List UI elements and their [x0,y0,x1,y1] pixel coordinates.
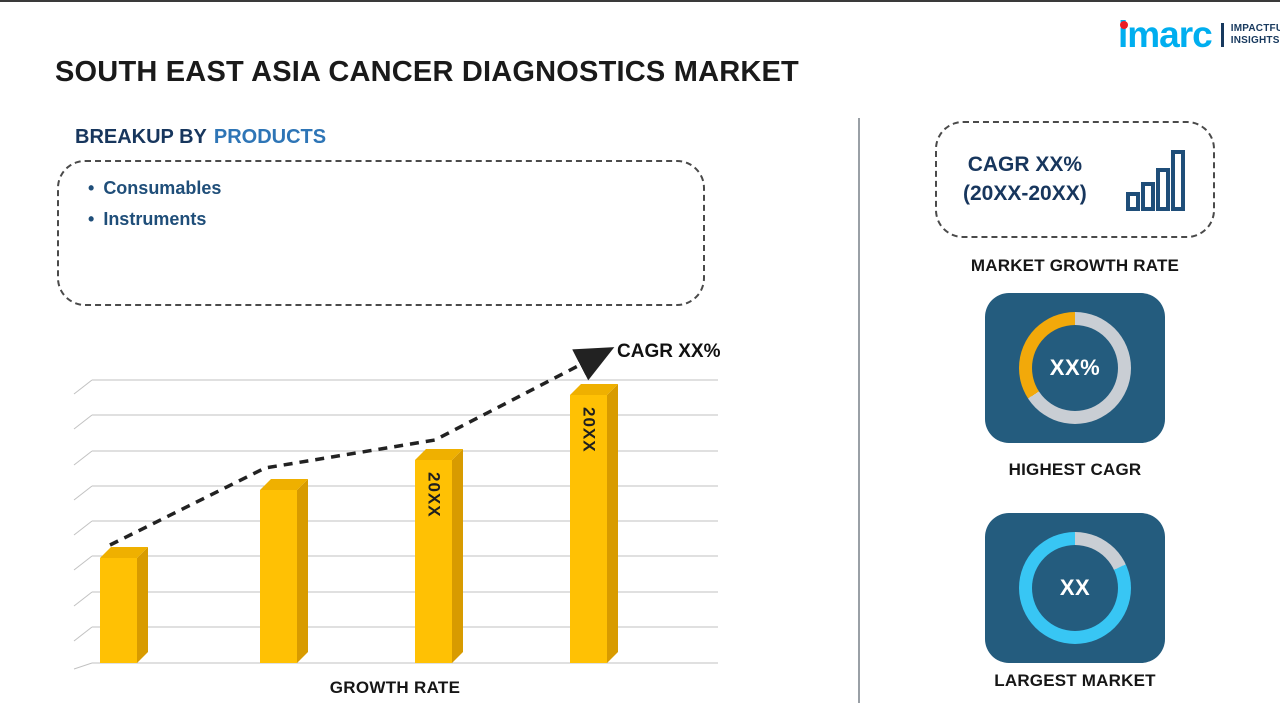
imarc-wordmark: imarc [1118,14,1213,55]
largest-market-label: LARGEST MARKET [994,671,1156,690]
bar-year-1 [100,558,137,663]
breakup-heading: BREAKUP BY PRODUCTS [75,126,326,149]
cagr-annotation: CAGR XX% [617,341,721,362]
largest-market-donut-chart: XX [1019,532,1131,644]
tagline-line-2: INSIGHTS [1230,34,1280,46]
bar-chart-icon [1126,149,1185,211]
x-axis-label: GROWTH RATE [329,678,461,697]
cagr-line-1: CAGR XX% [967,153,1083,177]
highest-cagr-value: XX% [1032,325,1118,411]
cagr-trend-arrow [109,347,615,547]
top-border [0,0,1280,2]
highest-cagr-tile: XX% [985,293,1165,443]
bar-year-4: 20XX [570,395,607,663]
breakup-products-list: Consumables Instruments [88,173,221,235]
tagline-line-1: IMPACTFUL [1230,22,1280,34]
bar-label: 20XX [424,472,444,518]
imarc-tagline: IMPACTFUL INSIGHTS [1220,22,1280,47]
highest-cagr-donut-chart: XX% [1019,312,1131,424]
cagr-value-text: CAGR XX% (20XX-20XX) [963,151,1087,208]
imarc-logo: imarc IMPACTFUL INSIGHTS [1118,16,1280,53]
page-title: SOUTH EAST ASIA CANCER DIAGNOSTICS MARKE… [55,56,799,88]
breakup-heading-highlight: PRODUCTS [213,126,327,148]
imarc-red-dot-icon [1120,21,1128,29]
vertical-divider [858,118,860,703]
bar-year-3: 20XX [415,460,452,663]
largest-market-value: XX [1032,545,1118,631]
largest-market-tile: XX [985,513,1165,663]
cagr-growth-box: CAGR XX% (20XX-20XX) [935,121,1215,238]
growth-rate-bar-chart: 20XX 20XX [70,335,720,670]
imarc-brand-text: imarc [1118,14,1213,55]
list-item: Consumables [88,173,221,204]
list-item: Instruments [88,204,221,235]
bar-label: 20XX [579,407,599,453]
bar-year-2 [260,490,297,663]
cagr-line-2: (20XX-20XX) [963,181,1087,205]
highest-cagr-label: HIGHEST CAGR [1008,460,1142,479]
breakup-products-box [57,160,705,306]
breakup-heading-prefix: BREAKUP BY [75,126,207,148]
market-growth-rate-label: MARKET GROWTH RATE [970,256,1180,275]
